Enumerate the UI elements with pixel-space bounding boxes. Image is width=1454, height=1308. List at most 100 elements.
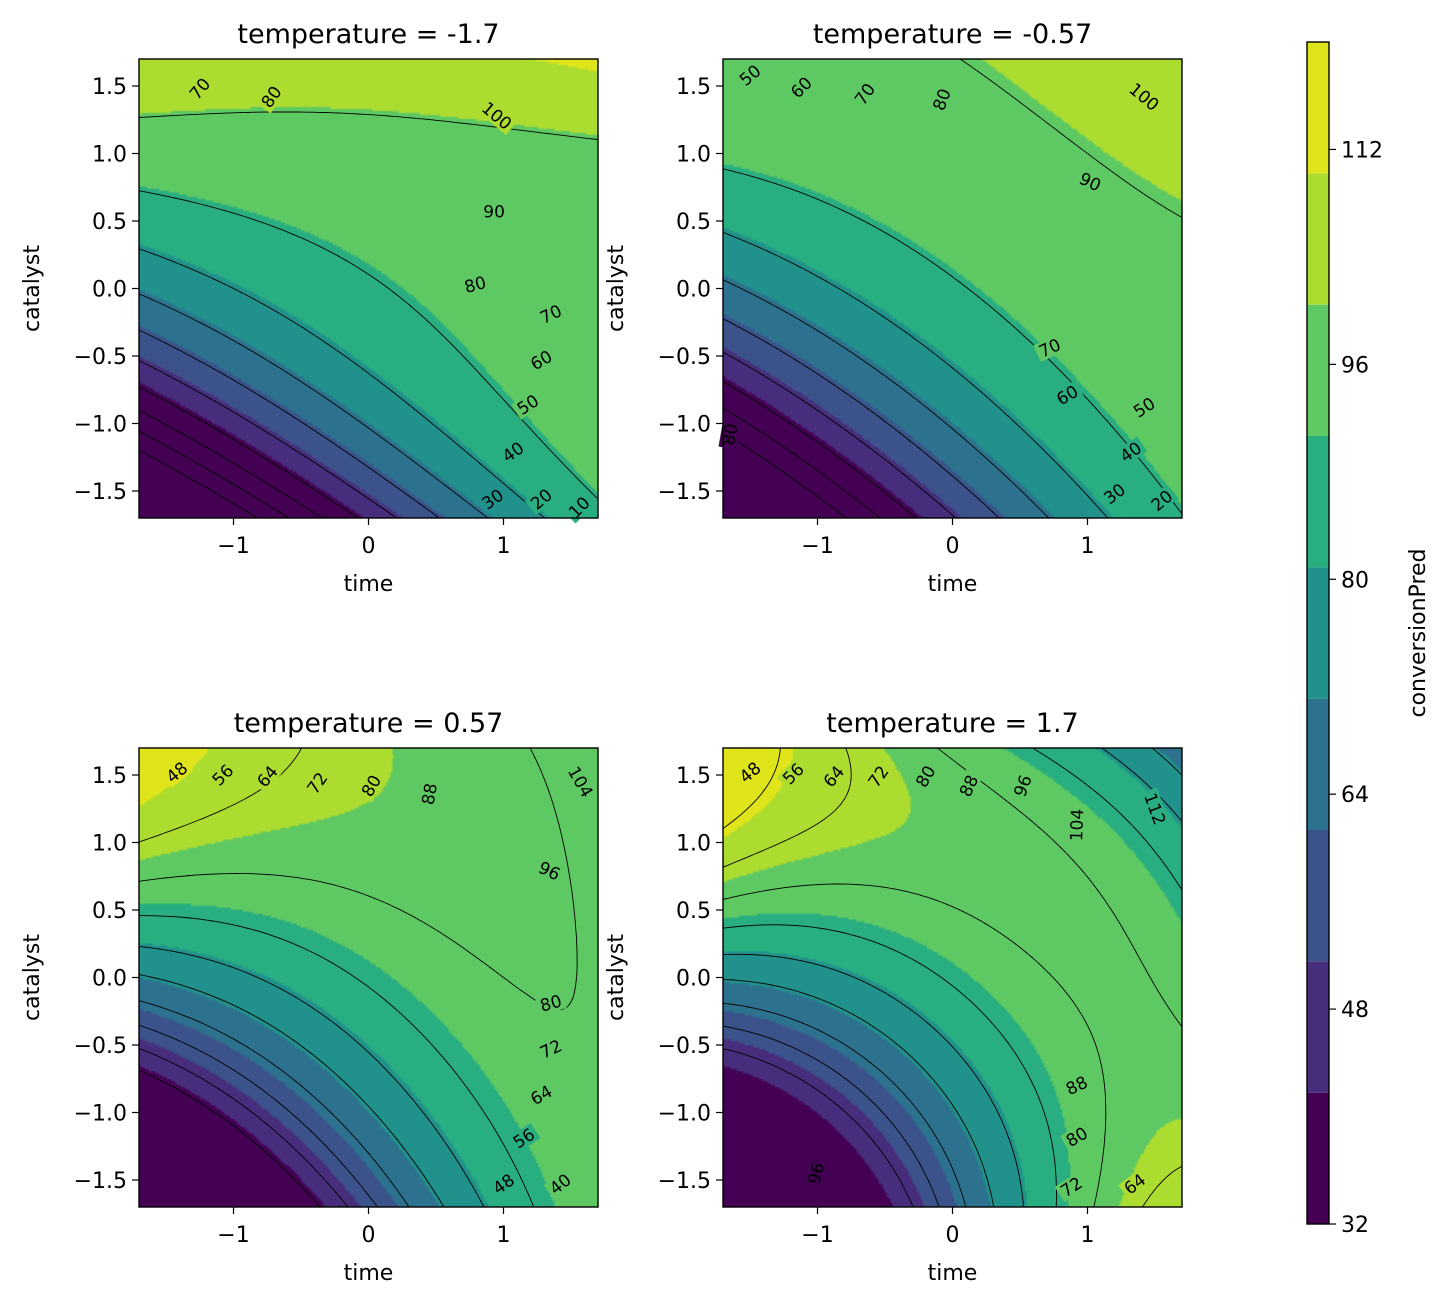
contour-line-40	[139, 386, 359, 518]
contour-line-56	[139, 1024, 378, 1207]
y-tick-label: −1.0	[74, 1102, 127, 1127]
colorbar-tick-label: 64	[1341, 783, 1369, 808]
contour-line-48	[139, 1047, 349, 1207]
contour-line-10	[139, 449, 258, 518]
y-tick-label: 1.5	[676, 75, 711, 100]
colorbar-band	[1307, 698, 1329, 830]
contour-fill	[723, 59, 1182, 518]
y-tick-label: 0.5	[92, 210, 127, 235]
contour-line-80	[139, 248, 545, 518]
y-tick-label: 1.5	[92, 764, 127, 789]
contour-line-20	[139, 430, 290, 518]
colorbar-frame	[1306, 41, 1330, 1225]
contour-fill	[139, 59, 598, 518]
x-axis-label: time	[344, 572, 394, 597]
colorbar-band	[1307, 1092, 1329, 1224]
contour-label: 104	[1067, 808, 1088, 841]
y-tick-label: 1.0	[92, 143, 127, 168]
y-tick-label: −1.0	[658, 413, 711, 438]
x-tick-label: 1	[1081, 1223, 1095, 1248]
contour-line-80	[139, 945, 485, 1207]
panel-title: temperature = 0.57	[234, 708, 504, 739]
x-tick-label: 0	[362, 1223, 376, 1248]
y-tick-label: −0.5	[658, 1034, 711, 1059]
contour-line-56	[723, 1025, 940, 1207]
x-tick-label: −1	[801, 1223, 833, 1248]
contour-line-40	[139, 1069, 321, 1207]
contour-line-30	[139, 409, 323, 518]
panel-title: temperature = -1.7	[237, 19, 499, 50]
colorbar-tick-label: 80	[1341, 568, 1369, 593]
colorbar: 32 48 64 80 96 112 conversionPred	[1306, 41, 1431, 1238]
contour-line-60	[139, 329, 440, 518]
y-tick-label: −1.5	[658, 1169, 711, 1194]
x-tick-label: −1	[217, 1223, 249, 1248]
colorbar-band	[1307, 173, 1329, 305]
y-tick-label: −0.5	[658, 345, 711, 370]
colorbar-band	[1307, 567, 1329, 699]
contour-line-64	[139, 1000, 410, 1207]
contour-line-90	[139, 190, 598, 500]
y-axis-label: catalyst	[604, 934, 629, 1021]
x-axis-label: time	[344, 1261, 394, 1286]
y-tick-label: 1.0	[92, 832, 127, 857]
y-tick-label: −1.5	[74, 480, 127, 505]
contour-line-64	[723, 1002, 967, 1207]
y-tick-label: 0.0	[676, 967, 711, 992]
contour-line-104	[723, 748, 1182, 1207]
colorbar-band	[1307, 304, 1329, 436]
y-tick-label: 1.5	[92, 75, 127, 100]
contour-line-70	[723, 279, 1050, 518]
y-tick-label: −1.5	[74, 1169, 127, 1194]
x-tick-label: −1	[801, 534, 833, 559]
y-tick-label: −1.5	[658, 480, 711, 505]
colorbar-tick-label: 96	[1341, 353, 1369, 378]
contour-line-50	[723, 351, 956, 518]
contour-line-50	[139, 360, 397, 518]
contour-line-40	[723, 381, 917, 518]
contour-fill	[723, 748, 1182, 1207]
y-tick-label: 0.0	[92, 967, 127, 992]
x-tick-label: 0	[362, 534, 376, 559]
contour-line-48	[723, 1048, 914, 1207]
contour-line-112	[723, 748, 781, 829]
y-axis-label: catalyst	[20, 934, 45, 1021]
y-tick-label: 0.5	[92, 899, 127, 924]
contour-line-60	[723, 318, 1000, 518]
x-tick-label: 1	[1081, 534, 1095, 559]
contour-label: 90	[483, 203, 505, 223]
panel-title: temperature = 1.7	[826, 708, 1078, 739]
y-axis-label: catalyst	[604, 245, 629, 332]
y-tick-label: 1.5	[676, 764, 711, 789]
y-tick-label: 1.0	[676, 832, 711, 857]
x-tick-label: 1	[497, 1223, 511, 1248]
contour-line-88	[723, 748, 1182, 1207]
contour-line-80	[723, 231, 1109, 518]
y-tick-label: 0.0	[676, 278, 711, 303]
colorbar-band	[1307, 436, 1329, 568]
contour-line-96	[723, 748, 1182, 1207]
contour-line-72	[139, 974, 445, 1207]
contour-label: 88	[419, 782, 442, 807]
colorbar-label: conversionPred	[1406, 548, 1431, 717]
x-tick-label: −1	[217, 534, 249, 559]
x-tick-label: 0	[946, 1223, 960, 1248]
contour-line-72	[723, 748, 1182, 1207]
y-tick-label: 0.5	[676, 210, 711, 235]
y-axis-label: catalyst	[20, 245, 45, 332]
contour-line-88	[139, 915, 535, 1207]
y-tick-label: −1.0	[74, 413, 127, 438]
contour-line-30	[723, 407, 881, 518]
x-axis-label: time	[928, 572, 978, 597]
y-tick-label: 1.0	[676, 143, 711, 168]
x-tick-label: 1	[497, 534, 511, 559]
y-tick-label: 0.0	[92, 278, 127, 303]
y-tick-label: −0.5	[74, 345, 127, 370]
colorbar-tick-label: 32	[1341, 1213, 1369, 1238]
panel-title: temperature = -0.57	[813, 19, 1092, 50]
contour-line-20	[723, 431, 847, 518]
